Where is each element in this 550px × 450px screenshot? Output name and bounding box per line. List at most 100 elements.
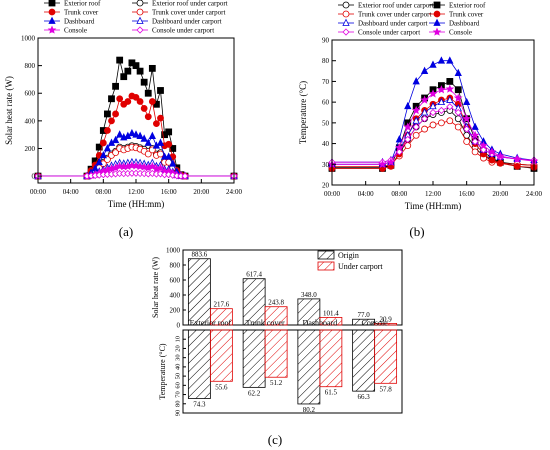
legend-marker [342,10,350,18]
legend-marker [47,25,57,34]
data-point [412,77,420,85]
panel-label-c: (c) [268,432,282,447]
series-line-4 [38,132,234,177]
data-point [487,147,497,156]
bar-bottom [264,329,288,378]
bar-top [187,258,211,326]
data-point [470,130,480,139]
legend-label: Trunk cover [64,9,99,17]
bar-top [209,308,233,326]
legend-label: Origin [338,251,359,260]
data-point [446,117,454,125]
x-tick-label: 08:00 [95,188,111,196]
data-point [488,156,496,164]
data-point [386,157,396,166]
bar-bottom-value: 51.2 [270,379,283,387]
legend-label: Trunk cover under carport [358,11,431,19]
x-tick-label: 04:00 [63,188,79,196]
data-point [116,130,124,138]
data-point [135,161,145,171]
y-tick-label-top: 800 [170,262,181,270]
data-point [165,140,173,148]
data-point [108,95,115,103]
y-tick-label: 90 [322,37,330,45]
x-tick-label: 20:00 [193,188,209,196]
bar-top [374,323,398,326]
x-tick-label: 04:00 [358,190,374,198]
y-tick-label-bottom: 10 [175,336,182,343]
data-point [453,93,463,102]
data-point [420,66,429,74]
data-point [437,56,446,64]
legend-marker [433,10,441,18]
bar-top-value: 101.4 [323,309,339,317]
x-tick-label: 24:00 [226,188,242,196]
y-tick-label: 60 [322,99,330,107]
x-tick-label: 24:00 [526,190,542,198]
bar-top-value: 20.9 [380,315,393,323]
bar-top-value: 348.0 [301,291,317,299]
data-point [144,138,152,146]
legend-label: Exterior roof [449,2,486,10]
x-tick-label: 12:00 [128,188,144,196]
data-point [111,135,120,144]
y-tick-label: 50 [322,119,330,127]
legend-label: Trunk cover under carport [152,9,225,17]
data-point [404,135,412,143]
x-axis-label: Time (HH:mm) [405,201,461,211]
data-point [140,105,148,112]
x-axis-label: Time (HH:mm) [108,199,164,209]
data-point [165,128,173,136]
y-tick-label: 40 [322,140,330,148]
data-point [115,161,124,170]
y-tick-label-bottom: 60 [175,382,182,389]
data-point [429,60,437,68]
data-point [144,113,152,121]
data-point [471,148,479,156]
legend-label: Console [449,29,472,37]
bar-bottom [187,329,211,399]
data-point [148,131,156,139]
plot-frame-top [182,249,403,326]
data-point [116,95,124,103]
y-tick-label-bottom: 20 [175,345,182,352]
data-point [128,128,136,137]
legend-marker [433,1,441,9]
y-tick-label-top: 0 [177,322,181,330]
data-point [144,89,152,97]
legend-label: Console under carport [152,27,214,35]
data-point [446,95,454,103]
data-point [157,87,164,94]
data-point [437,85,446,94]
y-axis-label: Solar heat rate (W) [4,76,14,145]
data-point [404,101,412,110]
data-point [496,151,505,160]
category-label: Dashboard [303,319,338,328]
data-point [429,108,437,117]
data-point [454,86,462,94]
data-point [395,135,403,143]
plot-frame-bottom [182,329,403,414]
data-point [395,143,404,152]
data-point [181,172,189,180]
data-point [132,130,140,138]
y-axis-label-bottom: Temperature (°C) [158,343,167,400]
data-point [454,68,462,77]
data-point [144,150,152,158]
x-tick-label: 00:00 [30,188,46,196]
bar-bottom [242,329,266,388]
data-point [99,139,107,147]
legend-label: Dashboard under carport [152,18,222,26]
data-point [99,150,107,159]
data-point [131,161,141,170]
data-point [446,56,454,64]
legend-label: Dashboard [64,18,95,26]
bar-bottom-value: 74.3 [193,401,206,409]
y-tick-label-bottom: 50 [175,373,182,380]
y-axis-label-top: Solar heat rate (W) [151,257,160,318]
legend-label: Console under carport [358,29,420,37]
y-tick-label-bottom: 90 [175,410,182,417]
y-tick-label: 600 [25,90,36,98]
data-point [429,101,437,110]
